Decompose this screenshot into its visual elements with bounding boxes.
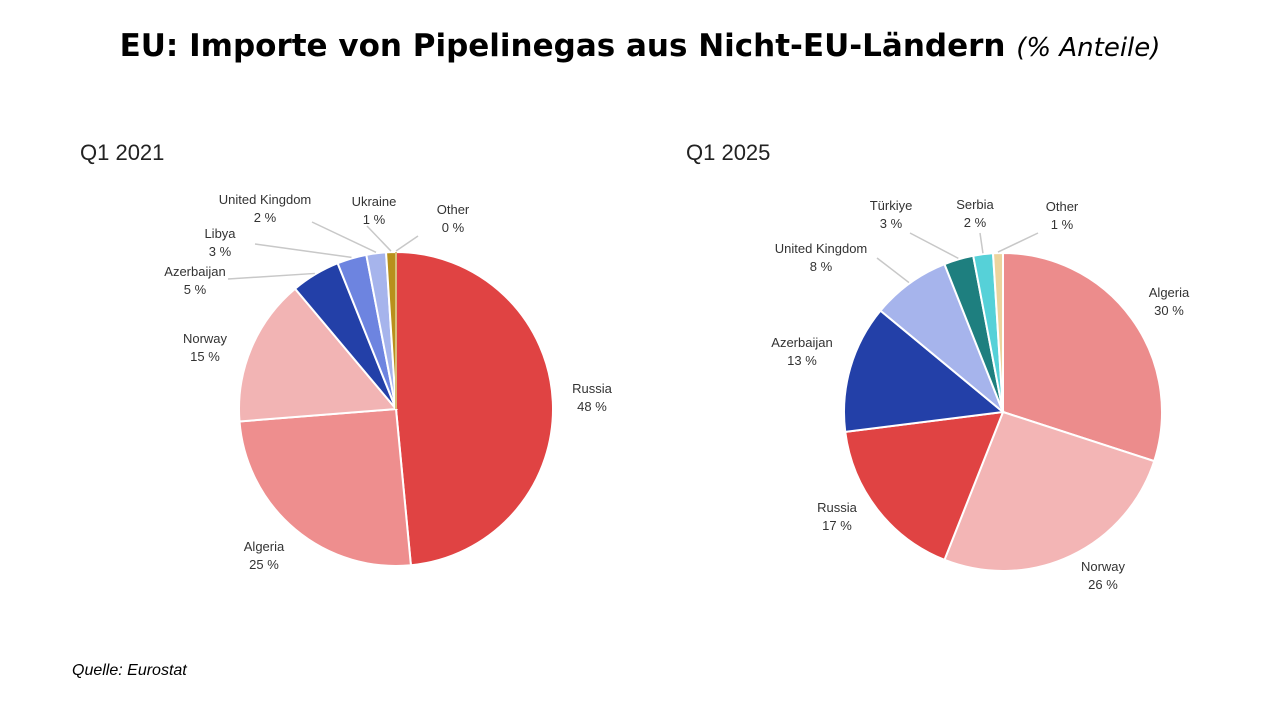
leader-q1-2025-serbia (979, 232, 984, 254)
pie-title-q1-2025: Q1 2025 (686, 140, 771, 165)
label-q1-2025-serbia: Serbia (956, 197, 994, 212)
value-label-q1-2021-azerbaijan: 5 % (184, 282, 207, 297)
leader-q1-2021-libya (254, 243, 352, 259)
label-q1-2025-azerbaijan: Azerbaijan (771, 335, 832, 350)
value-label-q1-2021-norway: 15 % (190, 349, 220, 364)
label-q1-2021-ukraine: Ukraine (352, 194, 397, 209)
value-label-q1-2025-algeria: 30 % (1154, 303, 1184, 318)
label-q1-2021-algeria: Algeria (244, 539, 285, 554)
slice-q1-2021-russia (395, 250, 554, 567)
slice-q1-2025-other (991, 251, 1004, 413)
source-note: Quelle: Eurostat (72, 662, 187, 679)
value-label-q1-2021-other: 0 % (442, 220, 465, 235)
slice-q1-2025-russia (844, 410, 1005, 562)
label-q1-2025-norway: Norway (1081, 559, 1126, 574)
label-q1-2021-other: Other (437, 202, 470, 217)
label-q1-2025-united-kingdom: United Kingdom (775, 241, 868, 256)
value-label-q1-2025-other: 1 % (1051, 217, 1074, 232)
value-label-q1-2025-turkiye: 3 % (880, 216, 903, 231)
value-label-q1-2025-united-kingdom: 8 % (810, 259, 833, 274)
leader-q1-2021-ukraine (366, 225, 392, 252)
slice-q1-2021-algeria (238, 407, 413, 567)
label-q1-2021-azerbaijan: Azerbaijan (164, 264, 225, 279)
leader-q1-2021-azerbaijan (227, 272, 315, 280)
label-q1-2021-united-kingdom: United Kingdom (219, 192, 312, 207)
leader-q1-2025-united-kingdom (876, 257, 910, 284)
value-label-q1-2025-norway: 26 % (1088, 577, 1118, 592)
value-label-q1-2021-russia: 48 % (577, 399, 607, 414)
pie-q1-2025: Algeria 30 % Norway 26 % Russia 17 % Azerbaija… (771, 197, 1190, 592)
label-q1-2025-turkiye: Türkiye (870, 198, 913, 213)
label-q1-2021-norway: Norway (183, 331, 228, 346)
leader-q1-2025-turkiye (909, 232, 959, 260)
value-label-q1-2021-ukraine: 1 % (363, 212, 386, 227)
leader-q1-2021-other (395, 235, 419, 252)
label-q1-2021-russia: Russia (572, 381, 613, 396)
slice-q1-2025-norway (943, 410, 1156, 572)
title-main: EU: Importe von Pipelinegas aus Nicht-EU… (119, 28, 1006, 64)
value-label-q1-2021-libya: 3 % (209, 244, 232, 259)
slice-q1-2025-azerbaijan (843, 309, 1006, 434)
chart-title: EU: Importe von Pipelinegas aus Nicht-EU… (0, 28, 1280, 64)
title-note: (% Anteile) (1016, 33, 1161, 63)
pie-q1-2021: Russia 48 % Algeria 25 % Norway 15 % Azerbaija… (164, 192, 612, 572)
leader-q1-2021-united-kingdom (311, 221, 377, 253)
label-q1-2025-russia: Russia (817, 500, 858, 515)
label-q1-2021-libya: Libya (204, 226, 236, 241)
label-q1-2025-other: Other (1046, 199, 1079, 214)
pie-title-q1-2021: Q1 2021 (80, 140, 165, 165)
slice-q1-2025-algeria (1002, 251, 1163, 463)
value-label-q1-2025-serbia: 2 % (964, 215, 987, 230)
leader-q1-2025-other (997, 232, 1039, 253)
slice-q1-2021-norway (238, 287, 399, 423)
value-label-q1-2021-algeria: 25 % (249, 557, 279, 572)
value-label-q1-2025-russia: 17 % (822, 518, 852, 533)
value-label-q1-2025-azerbaijan: 13 % (787, 353, 817, 368)
value-label-q1-2021-united-kingdom: 2 % (254, 210, 277, 225)
label-q1-2025-algeria: Algeria (1149, 285, 1190, 300)
